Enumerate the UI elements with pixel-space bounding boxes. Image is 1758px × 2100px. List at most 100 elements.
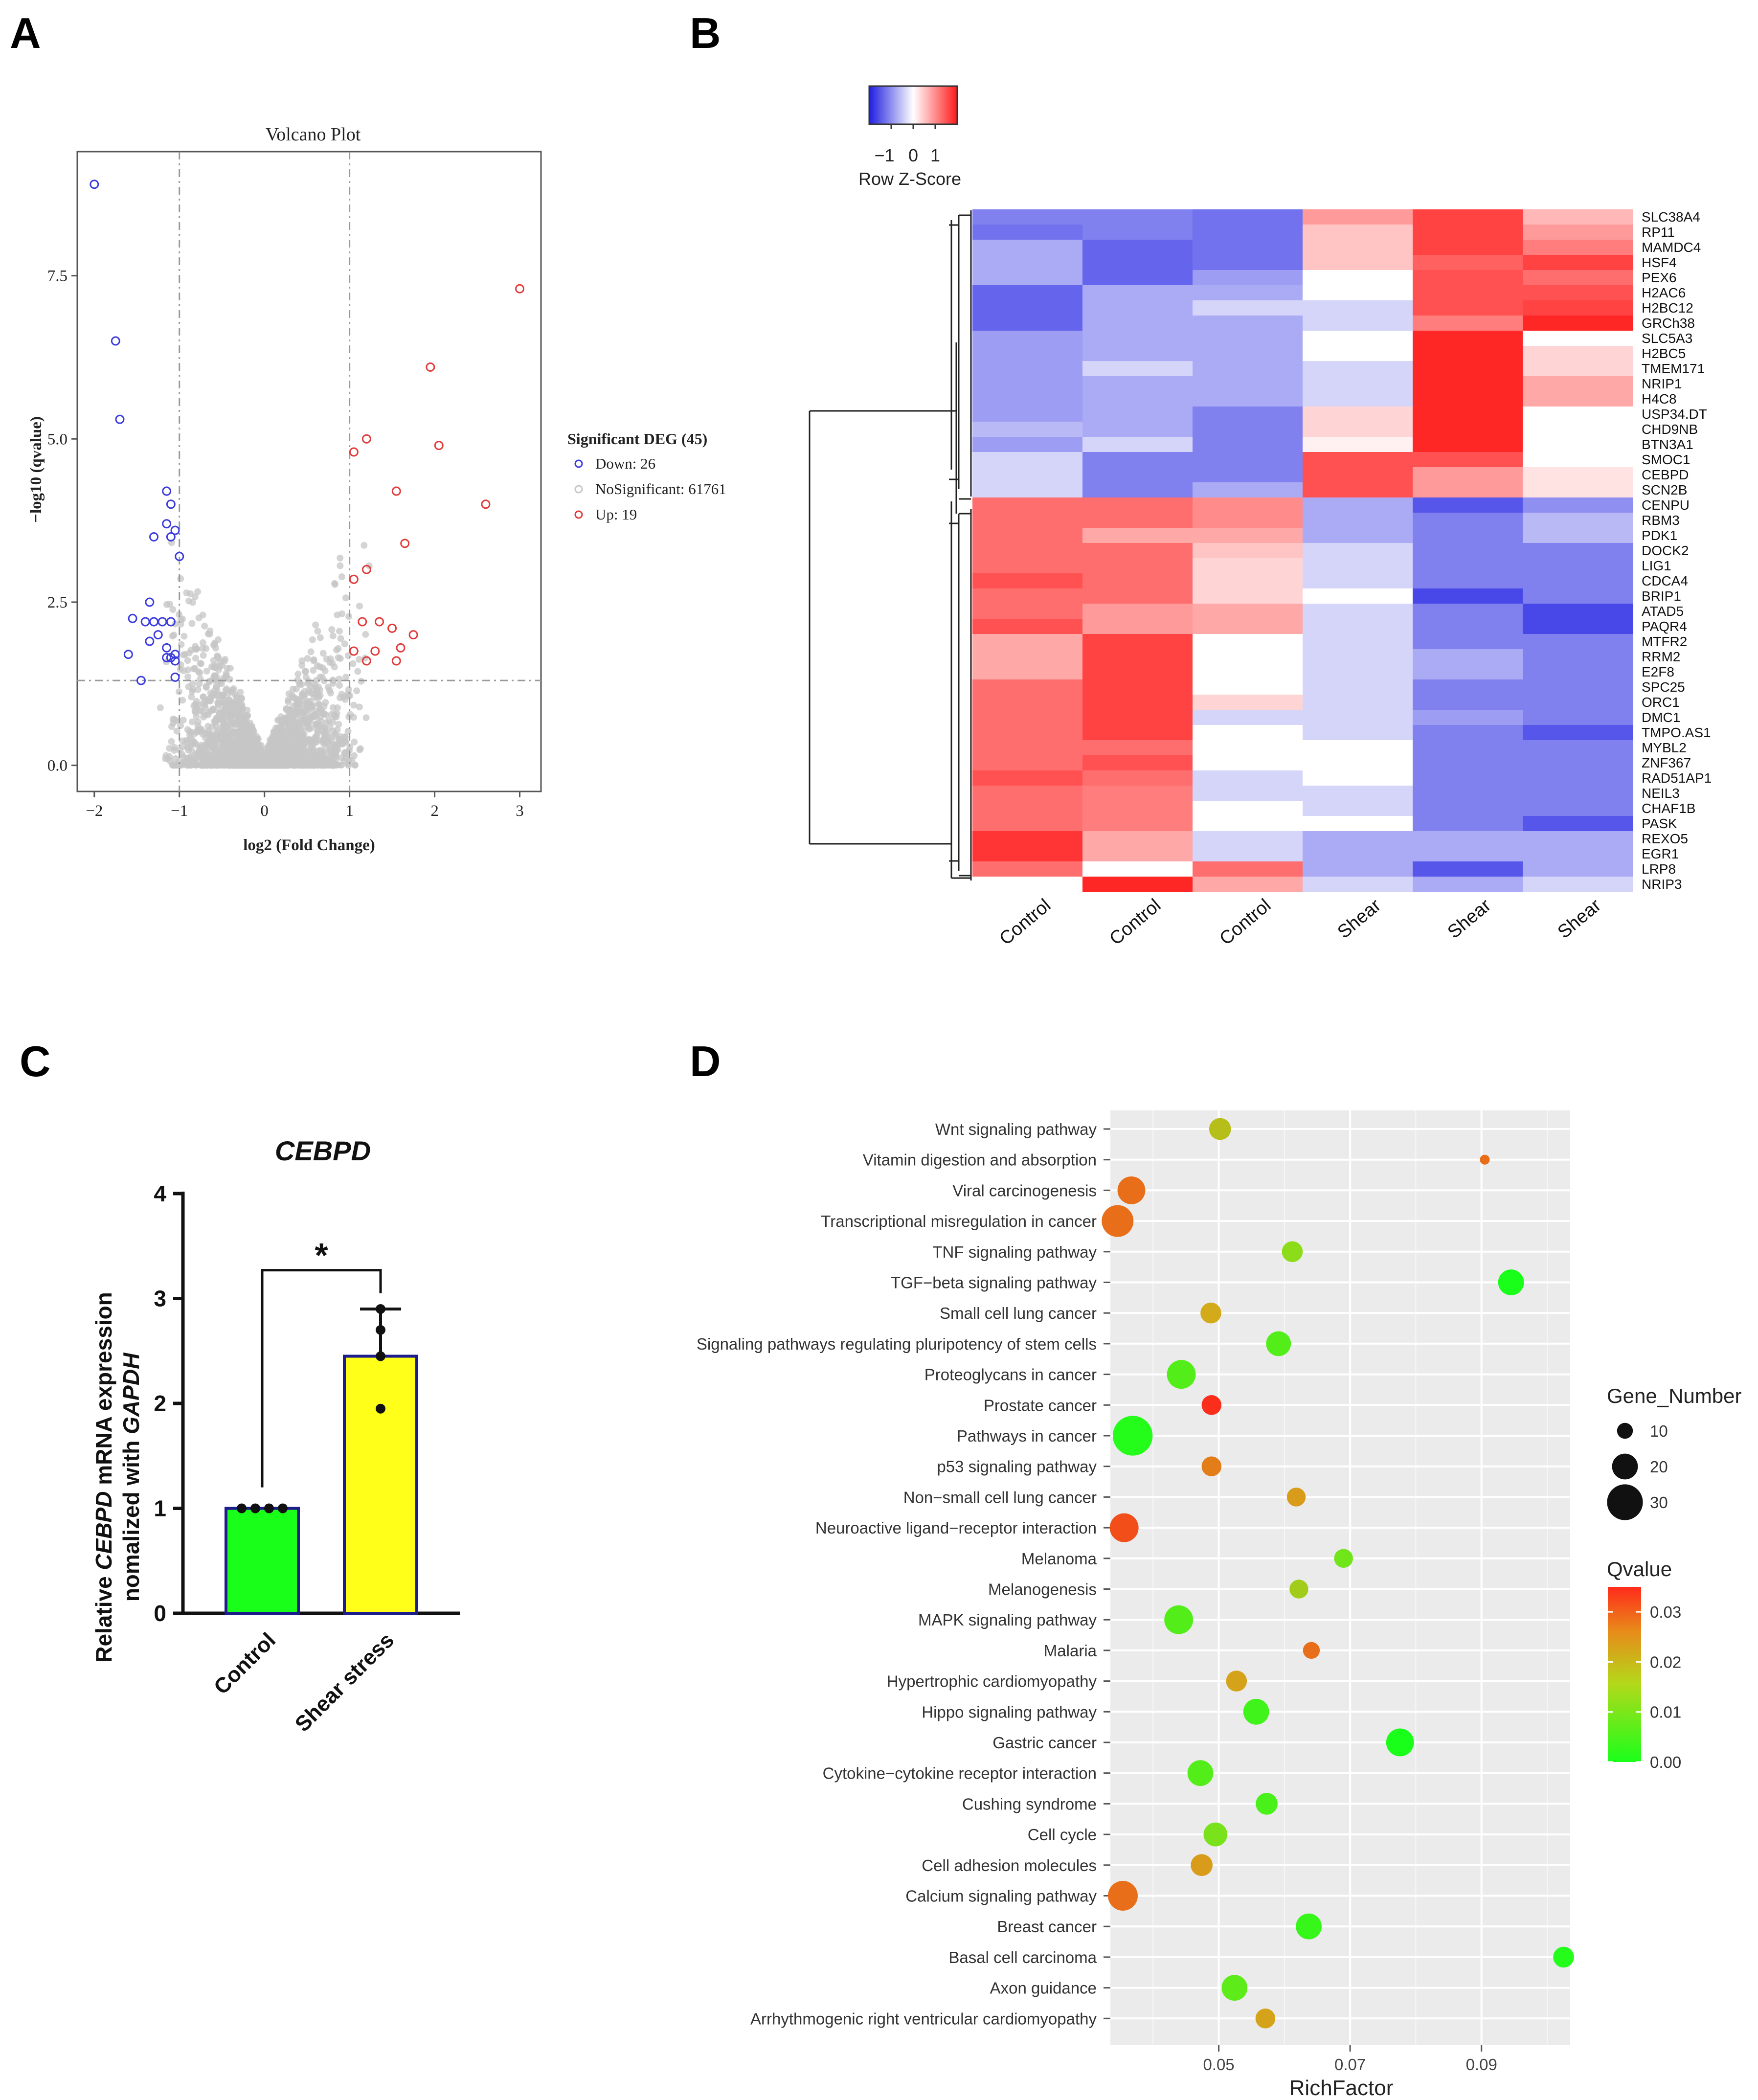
cebpd-replicate-point [264, 1503, 274, 1513]
heatmap-cell [1413, 376, 1523, 392]
heatmap-cell [1303, 861, 1413, 877]
ns-point [208, 663, 215, 670]
heatmap-row-dendrogram [809, 210, 972, 881]
ns-point [351, 752, 358, 759]
ns-point [188, 620, 196, 627]
cebpd-replicate-point [376, 1403, 385, 1414]
heatmap-cell [1413, 786, 1523, 801]
ns-point [196, 707, 203, 715]
zscore-title: Row Z-Score [858, 169, 961, 189]
y-tick-label: 7.5 [47, 268, 68, 285]
down-point [162, 519, 172, 529]
ns-point [328, 626, 336, 633]
heatmap-row-label: CEBPD [1642, 467, 1689, 482]
ns-point [268, 758, 275, 765]
ns-point [172, 755, 179, 762]
heatmap-cell [1193, 240, 1303, 255]
heatmap-cell [1413, 300, 1523, 316]
heatmap-cell [972, 786, 1083, 801]
heatmap-cell [1082, 634, 1193, 650]
heatmap-row-label: H4C8 [1642, 391, 1677, 406]
ns-point [358, 677, 365, 685]
heatmap-column-label: Control [1105, 895, 1165, 949]
heatmap-cell [1193, 482, 1303, 498]
cebpd-y-label-line1: Relative CEBPD mRNA expression [91, 1292, 116, 1663]
heatmap-row-label: CHD9NB [1642, 422, 1698, 437]
heatmap-cell [1413, 270, 1523, 286]
ns-point [197, 725, 204, 733]
ns-point [228, 728, 236, 736]
heatmap-row-labels: SLC38A4RP11MAMDC4HSF4PEX6H2AC6H2BC12GRCh… [1642, 209, 1712, 892]
heatmap-cell [1193, 664, 1303, 680]
ns-point [214, 653, 221, 660]
heatmap-cell [1303, 543, 1413, 559]
heatmap-cell [1193, 316, 1303, 331]
significance-bracket [261, 1269, 382, 1488]
ns-point [238, 695, 245, 702]
heatmap-cell [1413, 604, 1523, 619]
up-point [400, 539, 410, 548]
heatmap-cell [1193, 361, 1303, 377]
heatmap-cell [1082, 300, 1193, 316]
heatmap-cell [1523, 331, 1633, 346]
down-point [175, 552, 184, 562]
size-legend-title: Gene_Number [1607, 1384, 1741, 1407]
heatmap-cell [1523, 497, 1633, 513]
ns-point [179, 751, 186, 758]
heatmap-cell [1082, 786, 1193, 801]
ns-point [221, 658, 228, 665]
heatmap-cell [972, 649, 1083, 665]
heatmap-cell [1413, 558, 1523, 574]
down-point [128, 613, 137, 623]
ns-point [261, 753, 268, 760]
heatmap-cell [1193, 513, 1303, 528]
legend-up-marker [574, 510, 583, 519]
ns-point [177, 620, 184, 628]
ns-point [319, 650, 327, 657]
heatmap-cell [1082, 588, 1193, 604]
panel-label-d: D [690, 1037, 721, 1085]
heatmap-cell [1413, 649, 1523, 665]
ns-point [185, 754, 193, 761]
ns-point [211, 672, 218, 679]
heatmap-cell [1413, 573, 1523, 589]
ns-point [306, 698, 313, 705]
heatmap-cell [1413, 664, 1523, 680]
heatmap-row-label: TMPO.AS1 [1642, 725, 1711, 740]
pathway-bubble [1282, 1241, 1303, 1263]
heatmap-cell [1303, 725, 1413, 741]
heatmap-cell [972, 316, 1083, 331]
ns-point [351, 738, 358, 745]
ns-point [336, 676, 343, 683]
ns-point [362, 631, 369, 638]
heatmap-cell [1303, 209, 1413, 225]
heatmap-cell [972, 513, 1083, 528]
qvalue-legend-title: Qvalue [1607, 1558, 1672, 1581]
heatmap-cell [1523, 604, 1633, 619]
heatmap-cell [972, 770, 1083, 786]
ns-point [248, 723, 256, 730]
heatmap-cell [1193, 406, 1303, 422]
x-tick-label: 1 [345, 802, 354, 820]
down-point [153, 630, 163, 640]
heatmap-panel: −1 0 1 Row Z-Score SLC38A4RP11MAMDC4HSF4… [809, 85, 1712, 949]
pathway-bubble [1303, 1642, 1320, 1659]
up-point [481, 499, 491, 509]
heatmap-cell [1523, 316, 1633, 331]
heatmap-cell [1523, 588, 1633, 604]
ns-point [292, 760, 299, 768]
heatmap-cell [1193, 588, 1303, 604]
heatmap-cell [1082, 361, 1193, 377]
ns-point [194, 686, 202, 693]
ns-point [168, 723, 175, 730]
ns-point [303, 723, 311, 730]
ns-point [157, 704, 164, 711]
heatmap-row-label: E2F8 [1642, 664, 1674, 679]
ns-point [169, 632, 176, 640]
pathway-label: Hypertrophic cardiomyopathy [887, 1672, 1097, 1691]
heatmap-cell [1303, 710, 1413, 725]
down-point [145, 636, 155, 646]
heatmap-cell [1303, 619, 1413, 634]
cebpd-replicate-point [376, 1351, 385, 1361]
pathway-bubble [1164, 1605, 1194, 1634]
